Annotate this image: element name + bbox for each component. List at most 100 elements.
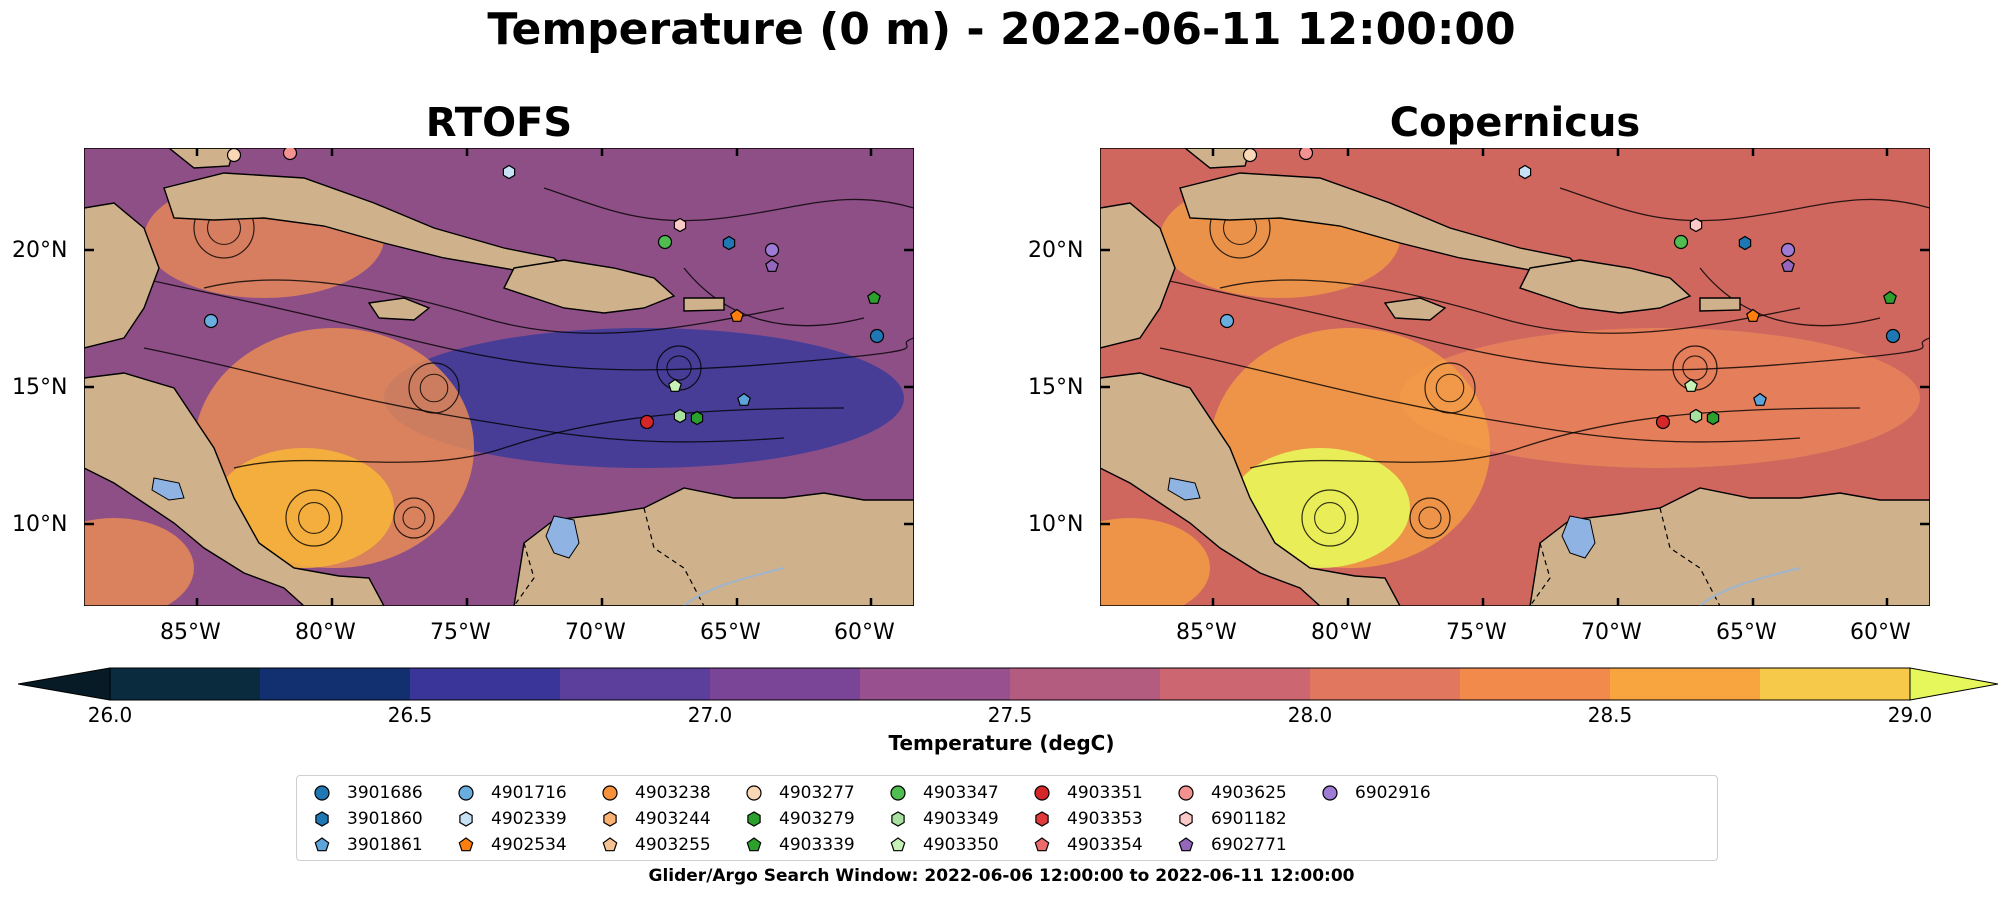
figure-title: Temperature (0 m) - 2022-06-11 12:00:00 xyxy=(487,4,1516,55)
legend-swatch-4903349 xyxy=(891,811,905,827)
colorbar-segment-6 xyxy=(1010,668,1161,700)
argo-marker-4903277 xyxy=(226,148,242,163)
eddy-1 xyxy=(1301,489,1359,547)
argo-marker-4902534 xyxy=(1746,308,1760,322)
eddy-inner-5 xyxy=(1435,373,1465,403)
streamline-3 xyxy=(233,407,845,469)
streamline-4 xyxy=(1559,187,1930,222)
lat-label-20n: 20°N xyxy=(12,238,68,263)
argo-marker-4901716 xyxy=(203,313,219,329)
argo-marker-3901861 xyxy=(737,392,751,406)
argo-marker-6902916 xyxy=(764,242,780,258)
legend-swatch-4903339 xyxy=(746,837,762,852)
legend-swatch-4903625 xyxy=(1178,785,1194,801)
hot-water-gulf xyxy=(1230,448,1410,568)
map-copernicus xyxy=(1100,148,1930,606)
legend-marker-hexagon-icon xyxy=(1179,811,1193,827)
legend-marker-hexagon-icon xyxy=(459,811,473,827)
legend-swatch-3901860 xyxy=(315,811,329,827)
colorbar-segment-3 xyxy=(560,668,711,700)
florida-land xyxy=(167,148,235,169)
colorbar-segment-5 xyxy=(860,668,1011,700)
border-colombia xyxy=(513,542,535,606)
streamline-3 xyxy=(1249,407,1861,469)
legend-label: 4903277 xyxy=(779,783,855,803)
legend-swatch-3901861 xyxy=(314,837,330,852)
colorbar-segment-10 xyxy=(1610,668,1761,700)
legend-swatch-4902339 xyxy=(459,811,473,827)
legend-swatch-4903347 xyxy=(890,785,906,801)
colorbar-tick-27-5: 27.5 xyxy=(987,703,1033,727)
eddy-inner-2 xyxy=(402,506,426,530)
legend-swatch-3901686 xyxy=(314,785,330,801)
legend-label: 4903625 xyxy=(1211,783,1287,803)
legend-marker-pentagon-icon xyxy=(458,837,474,852)
river-orinoco xyxy=(1699,567,1801,606)
legend-marker-pentagon-icon xyxy=(890,837,906,852)
streamline-2 xyxy=(1159,347,1801,443)
argo-marker-3901861 xyxy=(1753,392,1767,406)
legend-label: 4903347 xyxy=(923,783,999,803)
streamline-2 xyxy=(143,347,785,443)
argo-marker-4903349 xyxy=(673,408,687,424)
argo-marker-4903350 xyxy=(668,378,682,392)
streamline-6 xyxy=(203,279,785,334)
legend-marker-hexagon-icon xyxy=(315,811,329,827)
legend-marker-circle-icon xyxy=(314,785,330,801)
eddy-2 xyxy=(393,497,435,539)
lon-label-65w-right: 65°W xyxy=(1716,620,1777,645)
argo-marker-4903351 xyxy=(1655,414,1671,430)
eddy-2 xyxy=(1409,497,1451,539)
search-window-caption: Glider/Argo Search Window: 2022-06-06 12… xyxy=(648,866,1355,886)
legend-label: 3901860 xyxy=(347,809,423,829)
colorbar-tick-26-5: 26.5 xyxy=(387,703,433,727)
colorbar-segment-1 xyxy=(260,668,411,700)
colorbar-frame xyxy=(109,667,1911,701)
streamline-4 xyxy=(543,187,914,222)
argo-marker-4903350 xyxy=(1684,378,1698,392)
legend-swatch-4903238 xyxy=(602,785,618,801)
legend-marker-pentagon-icon xyxy=(602,837,618,852)
streamline-6 xyxy=(1219,279,1801,334)
colorbar-over-arrow xyxy=(1909,667,1998,701)
legend-swatch-4903353 xyxy=(1035,811,1049,827)
legend-label: 4903351 xyxy=(1067,783,1143,803)
legend-label: 4903339 xyxy=(779,835,855,855)
puerto-rico-land xyxy=(683,297,725,312)
argo-marker-4903279 xyxy=(1706,410,1720,426)
legend-marker-circle-icon xyxy=(1322,785,1338,801)
legend-label: 6901182 xyxy=(1211,809,1287,829)
argo-marker-6901182 xyxy=(1689,217,1703,233)
florida-land xyxy=(1183,148,1251,169)
legend-label: 4903353 xyxy=(1067,809,1143,829)
lon-label-65w: 65°W xyxy=(700,620,761,645)
argo-marker-4903277 xyxy=(1242,148,1258,163)
panel-title-rtofs: RTOFS xyxy=(425,100,573,146)
legend-marker-hexagon-icon xyxy=(891,811,905,827)
yucatan-land xyxy=(1100,202,1176,349)
colorbar-segment-11 xyxy=(1760,668,1911,700)
argo-marker-6902771 xyxy=(1781,258,1795,272)
legend-marker-circle-icon xyxy=(890,785,906,801)
legend-swatch-6902771 xyxy=(1178,837,1194,852)
argo-marker-4903339 xyxy=(1883,290,1897,304)
argo-marker-4903625 xyxy=(282,148,298,161)
border-colombia xyxy=(1529,542,1551,606)
legend-label: 4901716 xyxy=(491,783,567,803)
argo-marker-3901686 xyxy=(1885,328,1901,344)
map-rtofs xyxy=(84,148,914,606)
yucatan-land xyxy=(84,202,160,349)
colorbar-segment-7 xyxy=(1160,668,1311,700)
argo-marker-4903351 xyxy=(639,414,655,430)
legend-label: 3901861 xyxy=(347,835,423,855)
warm-water-pacific xyxy=(1100,518,1210,606)
lon-label-70w-right: 70°W xyxy=(1581,620,1642,645)
colorbar-segment-0 xyxy=(110,668,261,700)
legend: 3901686 3901860 3901861 4901716 4902339 49025… xyxy=(296,775,1718,861)
argo-marker-6901182 xyxy=(673,217,687,233)
jamaica-land xyxy=(1383,297,1447,321)
argo-marker-4903347 xyxy=(657,234,673,250)
eddy-inner-4 xyxy=(1682,355,1708,381)
legend-marker-hexagon-icon xyxy=(603,811,617,827)
hot-water-gulf xyxy=(214,448,394,568)
